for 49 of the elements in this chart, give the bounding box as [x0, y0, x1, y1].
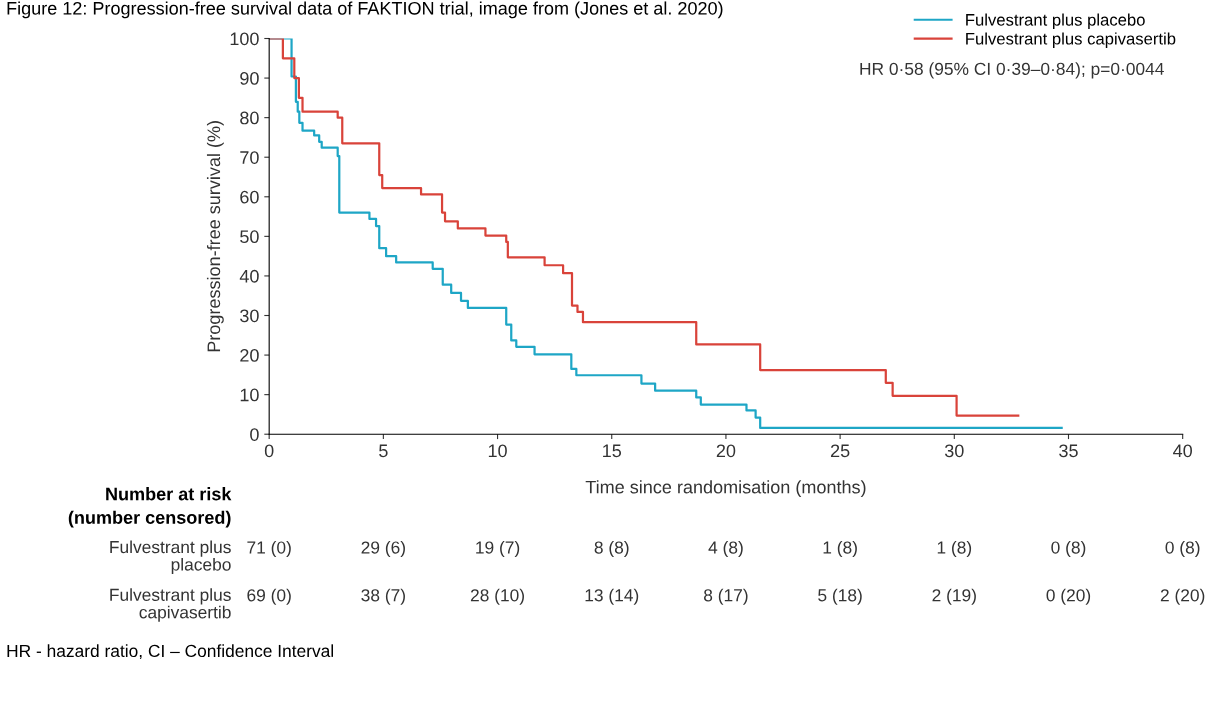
text: HR - hazard ratio, CI – Confidence Interval: [7, 644, 334, 660]
y-axis-title: Progression-free survival (%): [206, 121, 224, 352]
text: 8 (17): [704, 588, 748, 605]
x-tick-label: 10: [488, 444, 507, 458]
y-tick-label: 20: [240, 349, 259, 362]
text: 0 (8): [1051, 540, 1086, 558]
text: 4 (8): [708, 540, 743, 558]
text: (number censored): [68, 510, 231, 528]
y-tick-label: 70: [240, 151, 259, 164]
text: 13 (14): [585, 588, 639, 605]
y-tick-label: 100: [230, 32, 259, 46]
text: Number at risk: [106, 487, 232, 501]
legend-label: Fulvestrant plus capivasertib: [966, 32, 1176, 48]
text: 2 (20): [1160, 588, 1205, 605]
y-tick-label: 40: [239, 269, 259, 283]
x-axis-title: Time since randomisation (months): [585, 480, 866, 498]
text: 19 (7): [476, 540, 520, 558]
x-tick-label: 35: [1059, 444, 1078, 458]
text: 38 (7): [361, 588, 405, 605]
x-tick-label: 40: [1173, 444, 1193, 458]
x-tick-label: 20: [716, 444, 736, 458]
x-tick-label: 25: [830, 444, 850, 458]
y-tick-label: 0: [250, 428, 259, 441]
text: Fulvestrant plus capivasertib: [110, 588, 231, 622]
x-tick-label: 5: [379, 444, 388, 458]
y-tick-label: 90: [240, 72, 259, 85]
text: 0 (8): [1165, 540, 1200, 558]
text: 28 (10): [470, 588, 524, 605]
y-tick-label: 50: [240, 230, 259, 244]
chart-title: Figure 12: Progression-free survival data of FAKTION trial, image from (Jones et al. 2020): [7, 1, 723, 19]
text: 1 (8): [823, 540, 857, 558]
text: 2 (19): [932, 588, 976, 605]
text: 1 (8): [937, 540, 972, 558]
text: 69 (0): [247, 588, 291, 605]
x-tick-label: 0: [264, 444, 274, 458]
text: 0 (20): [1046, 588, 1091, 605]
y-tick-label: 80: [240, 111, 259, 125]
text: 29 (6): [361, 540, 405, 558]
y-tick-label: 60: [240, 190, 259, 204]
annotation: HR 0·58 (95% CI 0·39–0·84); p=0·0044: [860, 62, 1164, 79]
text: 5 (18): [818, 588, 862, 605]
text: Fulvestrant plus placebo: [110, 540, 231, 575]
y-tick-label: 30: [240, 309, 259, 323]
text: 8 (8): [594, 540, 629, 558]
text: 71 (0): [247, 540, 291, 558]
y-tick-label: 10: [240, 388, 259, 402]
x-tick-label: 15: [603, 444, 622, 458]
x-tick-label: 30: [944, 444, 964, 458]
legend-label: Fulvestrant plus placebo: [966, 13, 1145, 30]
